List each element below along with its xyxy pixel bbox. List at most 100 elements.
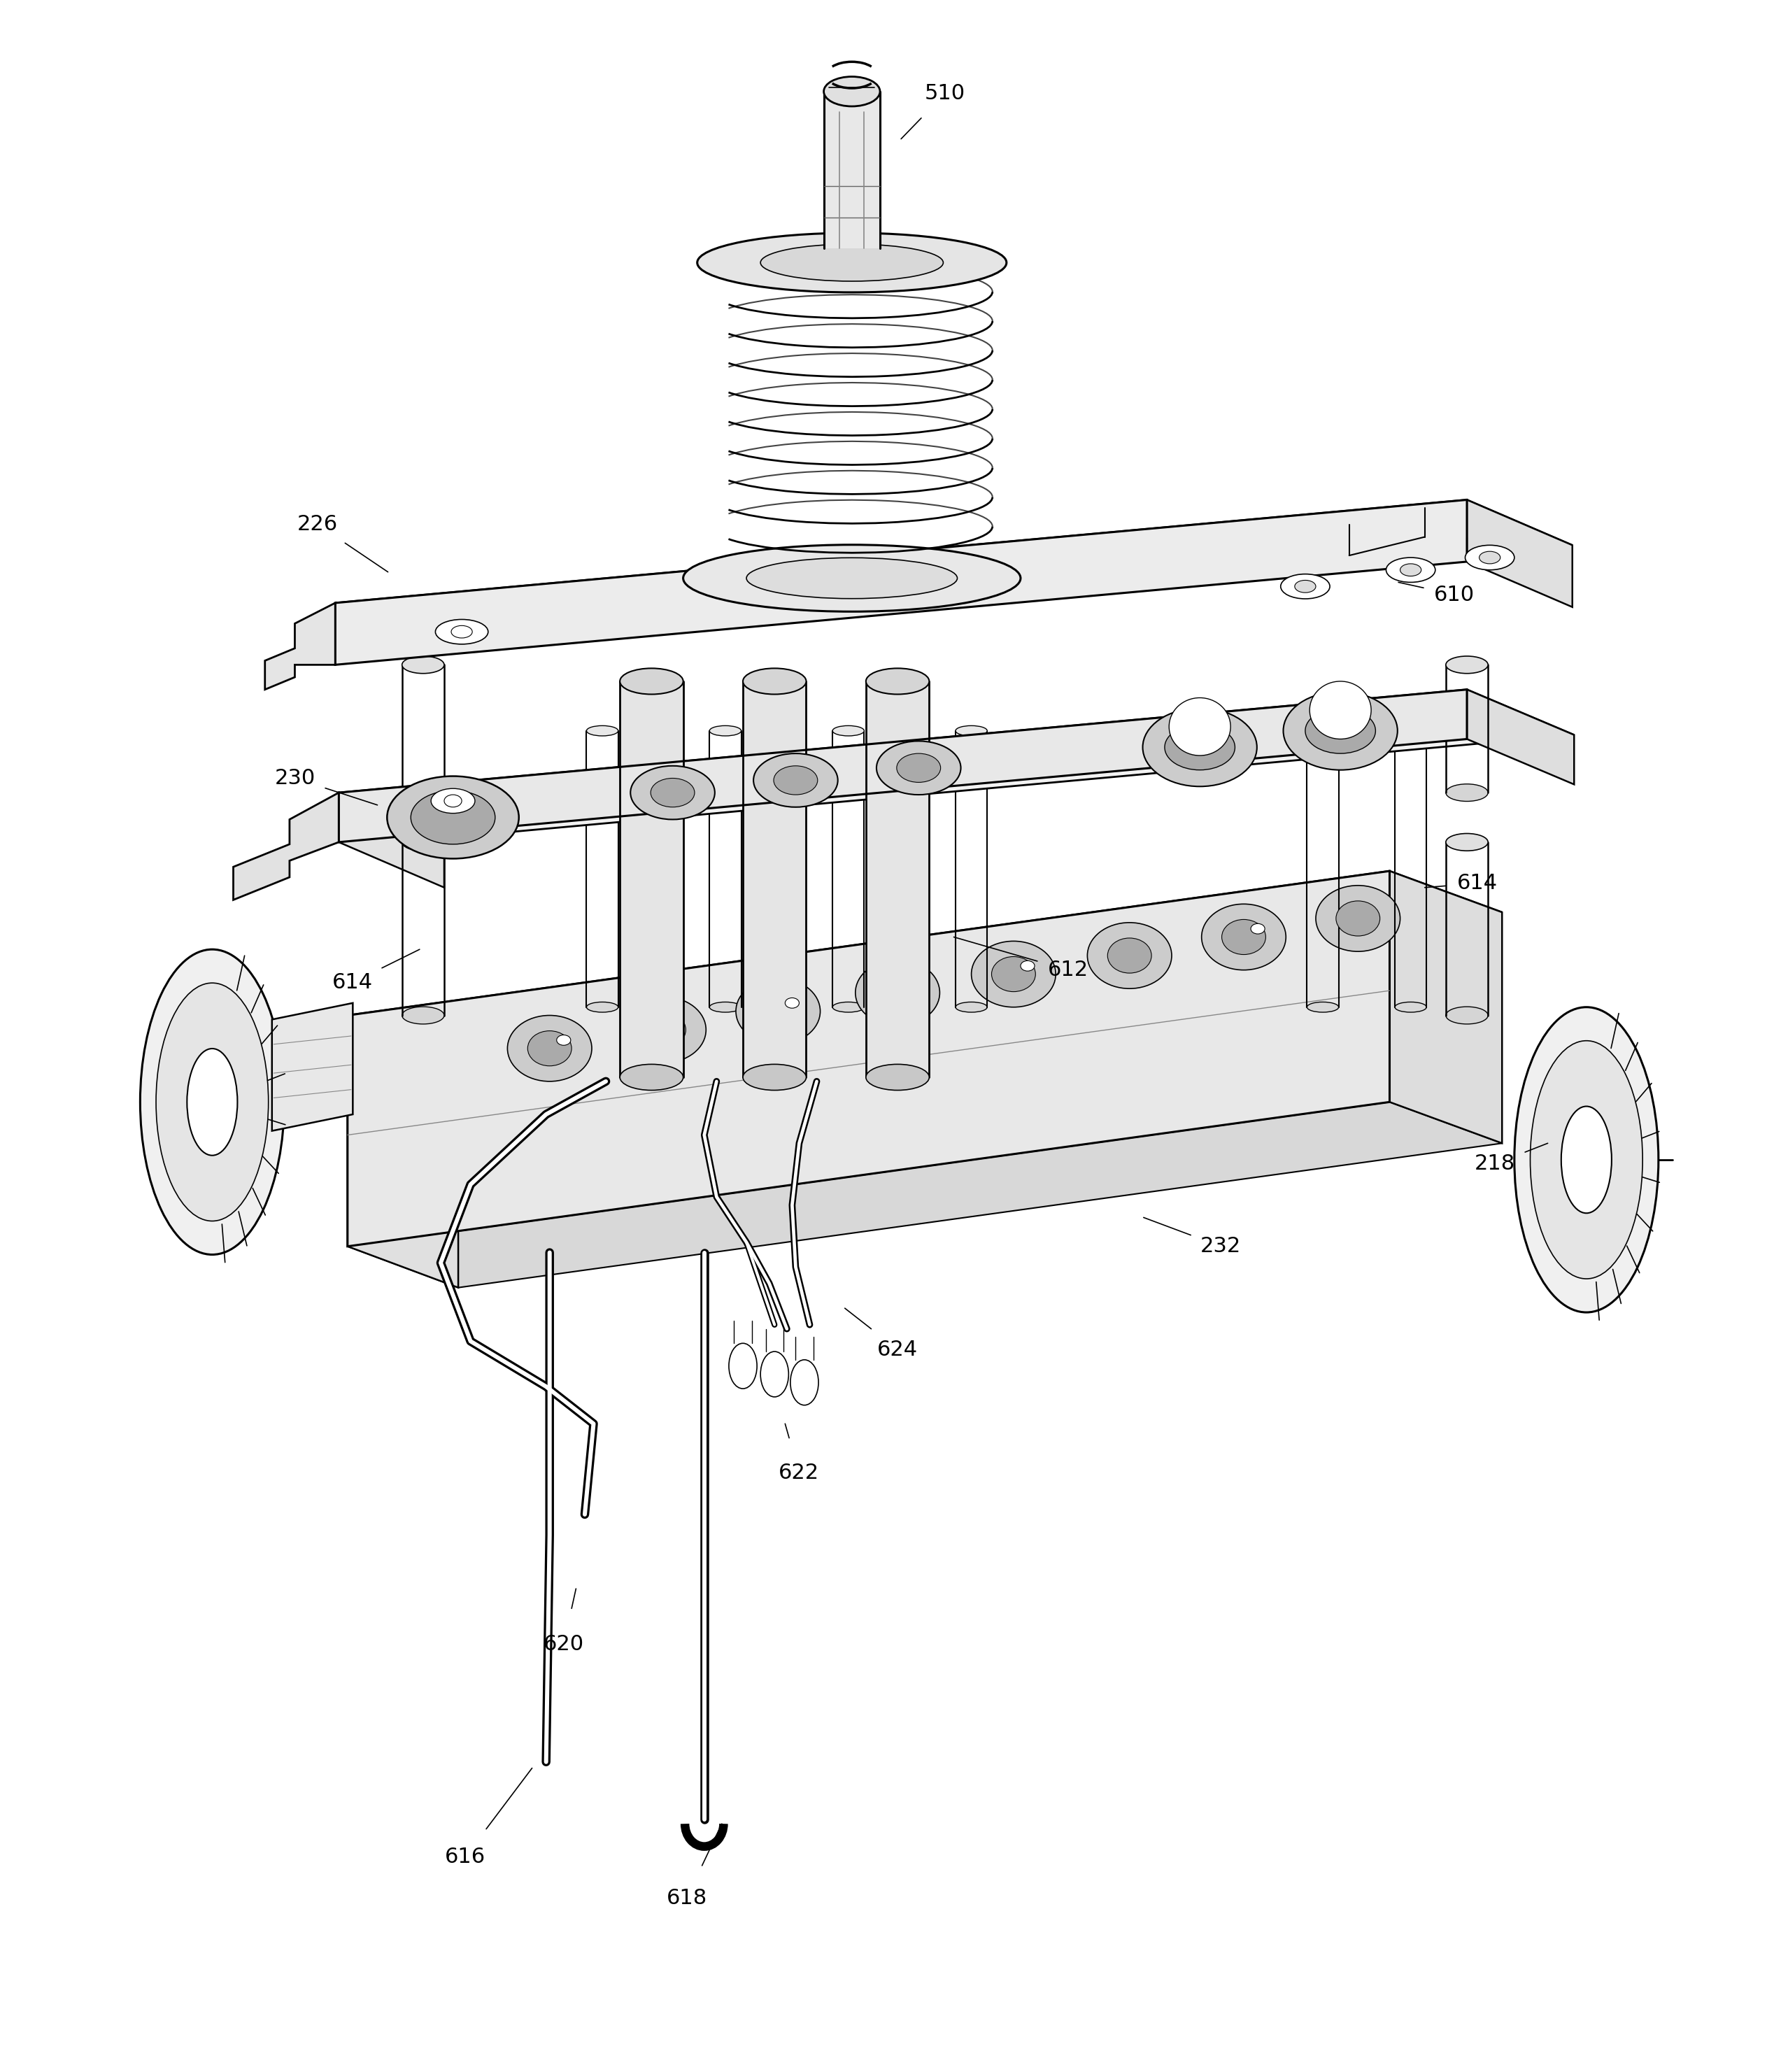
Ellipse shape — [866, 669, 929, 694]
Ellipse shape — [587, 1003, 618, 1013]
Text: 622: 622 — [779, 1463, 820, 1484]
Polygon shape — [265, 603, 336, 690]
Polygon shape — [339, 690, 1574, 837]
FancyBboxPatch shape — [742, 682, 806, 1077]
Text: 612: 612 — [1048, 959, 1088, 980]
Ellipse shape — [710, 725, 740, 736]
Ellipse shape — [1530, 1040, 1643, 1278]
Ellipse shape — [1445, 783, 1488, 802]
Ellipse shape — [187, 1048, 237, 1156]
Ellipse shape — [435, 620, 488, 644]
Text: 624: 624 — [876, 1339, 917, 1359]
Text: 616: 616 — [445, 1846, 486, 1867]
Ellipse shape — [760, 244, 944, 282]
Ellipse shape — [956, 1003, 988, 1013]
Ellipse shape — [507, 1015, 592, 1082]
Ellipse shape — [444, 796, 461, 808]
Ellipse shape — [742, 669, 806, 694]
Ellipse shape — [710, 1003, 740, 1013]
Polygon shape — [336, 499, 1573, 649]
Polygon shape — [1467, 499, 1573, 607]
Ellipse shape — [1221, 920, 1265, 955]
Ellipse shape — [1306, 709, 1375, 754]
Polygon shape — [272, 1003, 353, 1131]
Ellipse shape — [991, 957, 1035, 992]
Ellipse shape — [155, 982, 269, 1220]
Ellipse shape — [1316, 885, 1399, 951]
Ellipse shape — [403, 657, 444, 673]
Ellipse shape — [785, 999, 799, 1009]
Text: 226: 226 — [297, 514, 337, 535]
Ellipse shape — [1143, 709, 1256, 787]
FancyBboxPatch shape — [620, 682, 684, 1077]
Text: 218: 218 — [1475, 1154, 1516, 1175]
Ellipse shape — [528, 1032, 571, 1065]
Ellipse shape — [1445, 833, 1488, 852]
Ellipse shape — [620, 1065, 684, 1090]
Ellipse shape — [431, 789, 475, 814]
Ellipse shape — [756, 995, 800, 1030]
Ellipse shape — [698, 232, 1007, 292]
Ellipse shape — [403, 833, 444, 852]
Ellipse shape — [1562, 1106, 1612, 1212]
Ellipse shape — [876, 976, 919, 1011]
Text: 230: 230 — [274, 769, 315, 787]
Polygon shape — [348, 1102, 1502, 1287]
Ellipse shape — [410, 792, 495, 843]
Ellipse shape — [1281, 574, 1331, 599]
Ellipse shape — [387, 777, 519, 858]
FancyBboxPatch shape — [823, 91, 880, 249]
Ellipse shape — [1479, 551, 1500, 564]
Text: 614: 614 — [332, 972, 373, 992]
Ellipse shape — [684, 545, 1021, 611]
Ellipse shape — [823, 77, 880, 106]
Ellipse shape — [896, 754, 940, 783]
Ellipse shape — [1295, 580, 1316, 593]
Ellipse shape — [855, 959, 940, 1026]
Text: 232: 232 — [1200, 1237, 1240, 1256]
Ellipse shape — [403, 1007, 444, 1024]
Text: 510: 510 — [924, 83, 965, 104]
Ellipse shape — [1251, 924, 1265, 934]
Polygon shape — [233, 794, 339, 899]
Ellipse shape — [1309, 682, 1371, 740]
Ellipse shape — [1087, 922, 1172, 988]
Ellipse shape — [631, 767, 716, 818]
Ellipse shape — [876, 742, 961, 796]
Ellipse shape — [956, 725, 988, 736]
Ellipse shape — [746, 557, 958, 599]
Polygon shape — [1389, 870, 1502, 1144]
Ellipse shape — [1021, 961, 1035, 972]
Ellipse shape — [1283, 692, 1398, 771]
Ellipse shape — [832, 1003, 864, 1013]
Ellipse shape — [1164, 725, 1235, 771]
FancyBboxPatch shape — [866, 682, 929, 1077]
Ellipse shape — [735, 978, 820, 1044]
Ellipse shape — [972, 941, 1055, 1007]
Ellipse shape — [774, 767, 818, 796]
Ellipse shape — [760, 1351, 788, 1397]
Ellipse shape — [1385, 557, 1435, 582]
Ellipse shape — [1336, 901, 1380, 937]
Ellipse shape — [1202, 903, 1286, 970]
Ellipse shape — [753, 754, 838, 808]
Ellipse shape — [641, 1013, 686, 1046]
Ellipse shape — [1445, 1007, 1488, 1024]
Ellipse shape — [1394, 1003, 1426, 1013]
Ellipse shape — [650, 779, 694, 808]
Text: 610: 610 — [1435, 584, 1475, 605]
Ellipse shape — [622, 997, 707, 1063]
Ellipse shape — [1108, 939, 1152, 974]
Ellipse shape — [742, 1065, 806, 1090]
Ellipse shape — [728, 1343, 756, 1388]
Polygon shape — [348, 870, 1502, 1057]
Ellipse shape — [620, 669, 684, 694]
Ellipse shape — [866, 1065, 929, 1090]
Ellipse shape — [790, 1359, 818, 1405]
Polygon shape — [336, 499, 1467, 665]
Ellipse shape — [1308, 725, 1339, 736]
Polygon shape — [348, 1015, 458, 1287]
Ellipse shape — [1445, 657, 1488, 673]
Ellipse shape — [403, 783, 444, 802]
Ellipse shape — [140, 949, 284, 1256]
